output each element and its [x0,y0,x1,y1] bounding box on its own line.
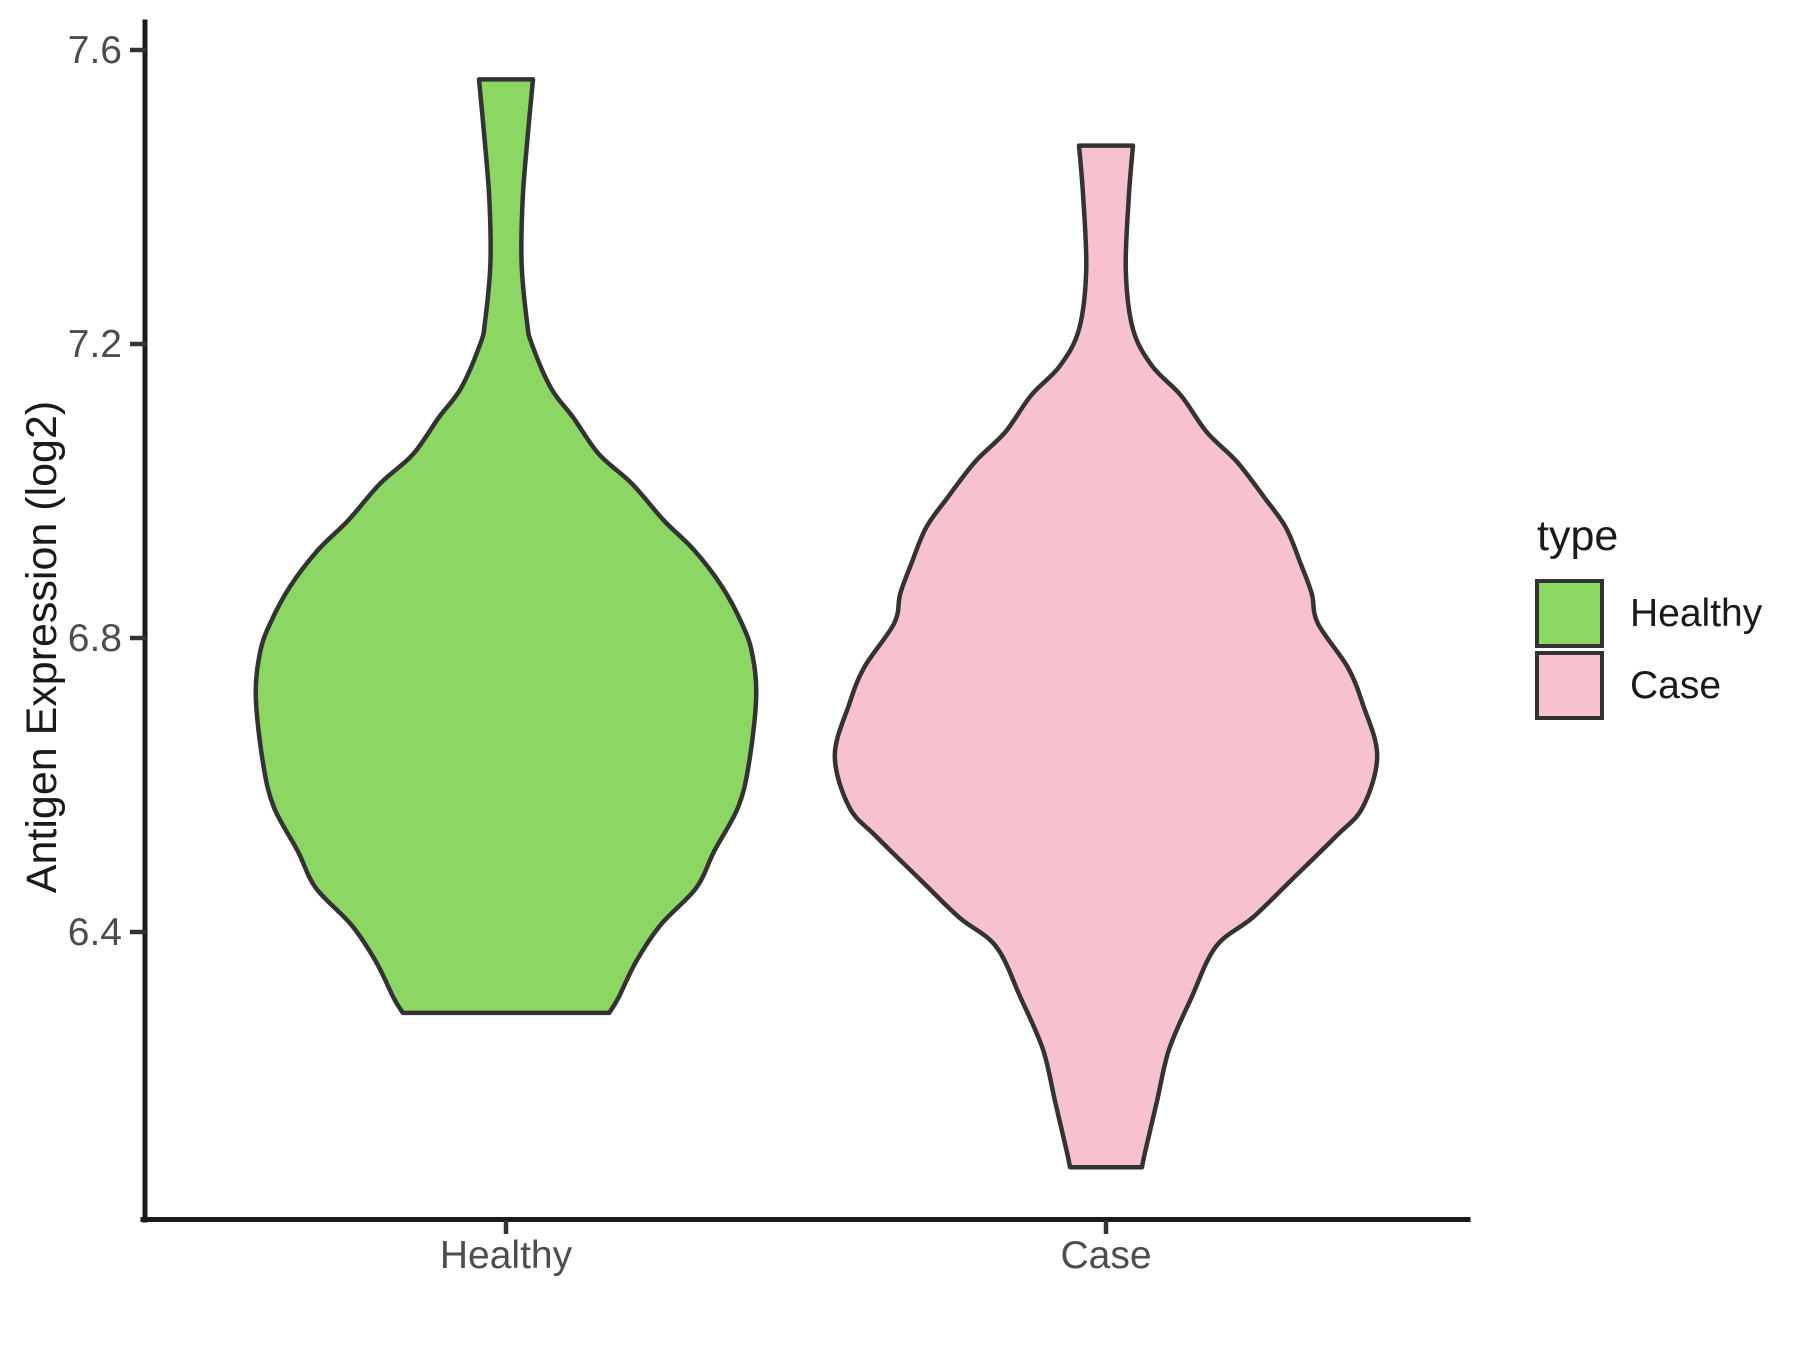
legend-item-healthy: Healthy [1535,579,1762,648]
x-ticks [503,1220,1109,1234]
x-tick-label-case: Case [1060,1234,1151,1277]
legend-key-healthy [1535,579,1604,648]
y-tick-label: 7.6 [68,29,122,72]
legend-label-healthy: Healthy [1630,591,1763,635]
violin-case [832,143,1380,1170]
legend-item-case: Case [1535,651,1762,720]
y-tick-label: 6.4 [68,911,122,954]
legend-title: type [1537,512,1619,560]
y-tick-label: 6.8 [68,617,122,660]
y-ticks [130,47,146,935]
legend-key-case [1535,651,1604,720]
y-tick-labels: 7.6 7.2 6.8 6.4 [68,29,122,954]
x-tick-labels: Healthy Case [440,1234,1152,1277]
violin-healthy [253,77,759,1016]
x-tick-label-healthy: Healthy [440,1234,573,1277]
legend: type Healthy Case [1535,512,1762,723]
legend-label-case: Case [1630,663,1722,707]
y-axis-title: Antigen Expression (log2) [18,401,66,893]
y-tick-label: 7.2 [68,323,122,366]
